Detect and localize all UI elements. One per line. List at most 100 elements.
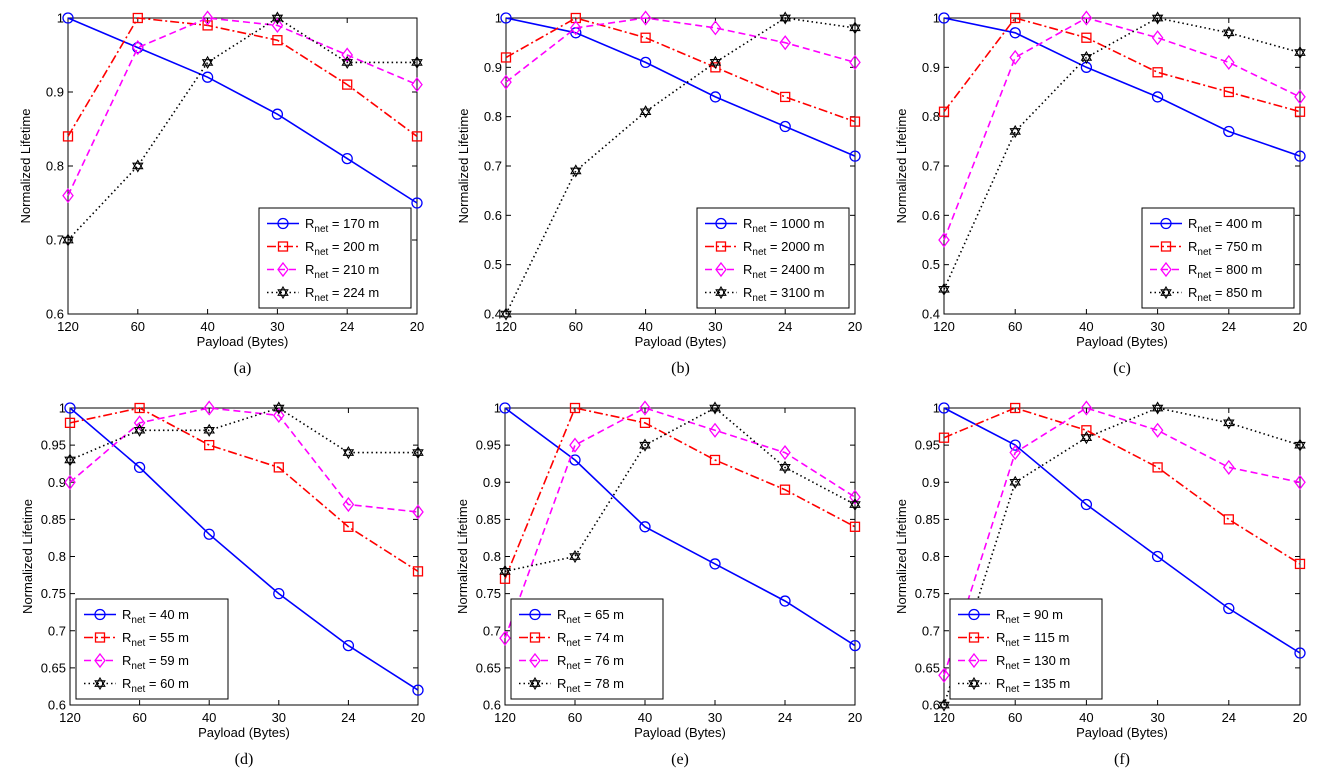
data-point-down bbox=[273, 404, 285, 415]
series-line bbox=[504, 407, 856, 647]
y-tick-label: 0.85 bbox=[41, 512, 66, 527]
data-point bbox=[411, 55, 423, 69]
data-point bbox=[273, 401, 285, 415]
data-point bbox=[849, 54, 861, 70]
legend: Rnet = 65 m Rnet = 74 m Rnet = 76 m Rnet = … bbox=[510, 598, 664, 700]
legend-marker bbox=[94, 608, 106, 621]
data-point bbox=[569, 437, 581, 453]
data-point bbox=[639, 56, 652, 69]
legend: Rnet = 1000 m Rnet = 2000 m Rnet = 2400 m R… bbox=[696, 207, 850, 309]
legend-label: Rnet = 400 m bbox=[1188, 216, 1262, 235]
data-point-up bbox=[1151, 401, 1164, 412]
x-tick-label: 30 bbox=[272, 710, 286, 725]
y-tick-label: 0.8 bbox=[484, 109, 502, 124]
legend-label: Rnet = 2400 m bbox=[743, 262, 824, 281]
data-point bbox=[1294, 647, 1306, 659]
data-point bbox=[1294, 474, 1306, 490]
series-line bbox=[505, 17, 856, 83]
data-point bbox=[709, 401, 721, 415]
data-point bbox=[1010, 402, 1021, 414]
data-point-up bbox=[639, 105, 652, 116]
panel-caption: (c) bbox=[1113, 360, 1131, 377]
y-tick-label: 1 bbox=[59, 401, 66, 416]
legend: Rnet = 90 m Rnet = 115 m Rnet = 130 m Rnet … bbox=[949, 598, 1103, 700]
series-line bbox=[67, 17, 418, 204]
data-point-up bbox=[273, 401, 285, 412]
legend-marker-down bbox=[1160, 289, 1172, 300]
series-line bbox=[67, 17, 418, 196]
data-point-up bbox=[412, 446, 424, 456]
series bbox=[938, 402, 1306, 659]
y-axis-label: Normalized Lifetime bbox=[20, 499, 35, 614]
data-point bbox=[271, 108, 284, 120]
legend-marker-up bbox=[529, 676, 541, 687]
data-point bbox=[1080, 431, 1093, 445]
data-point bbox=[938, 106, 950, 117]
data-point bbox=[1009, 27, 1021, 39]
data-point bbox=[938, 667, 950, 683]
series-line bbox=[943, 407, 1301, 654]
y-tick-label: 0.75 bbox=[41, 586, 66, 601]
legend-label: Rnet = 65 m bbox=[557, 607, 624, 626]
data-point-up bbox=[500, 307, 512, 318]
data-point bbox=[62, 188, 74, 204]
data-point-up bbox=[132, 159, 144, 170]
data-point bbox=[201, 55, 214, 69]
data-point bbox=[411, 77, 423, 93]
data-point-up bbox=[570, 164, 582, 175]
series-line bbox=[943, 17, 1301, 113]
x-tick-label: 120 bbox=[933, 710, 955, 725]
legend-label: Rnet = 59 m bbox=[122, 653, 189, 672]
legend: Rnet = 400 m Rnet = 750 m Rnet = 800 m Rnet… bbox=[1141, 207, 1295, 309]
data-point bbox=[938, 402, 950, 414]
legend-marker bbox=[529, 632, 541, 643]
legend-label: Rnet = 90 m bbox=[996, 607, 1063, 626]
data-point bbox=[412, 566, 424, 577]
data-point bbox=[938, 12, 950, 24]
x-tick-label: 24 bbox=[778, 319, 792, 334]
legend-marker bbox=[529, 608, 541, 621]
data-point bbox=[342, 639, 355, 652]
data-point-up bbox=[849, 497, 861, 508]
y-tick-label: 0.6 bbox=[48, 698, 66, 713]
panel-caption: (b) bbox=[671, 360, 690, 377]
data-point-down bbox=[569, 553, 581, 564]
data-point bbox=[570, 164, 582, 178]
series-line bbox=[943, 17, 1301, 290]
series-line bbox=[69, 407, 419, 572]
data-point-down bbox=[639, 108, 652, 119]
x-tick-label: 20 bbox=[848, 710, 862, 725]
data-point-up bbox=[1009, 124, 1021, 135]
legend-label: Rnet = 74 m bbox=[557, 630, 624, 649]
data-point-up bbox=[133, 423, 146, 434]
y-tick-label: 0.7 bbox=[483, 623, 501, 638]
panel-caption: (e) bbox=[671, 751, 689, 768]
data-point bbox=[938, 232, 950, 248]
data-point bbox=[1294, 89, 1306, 105]
y-tick-label: 0.65 bbox=[915, 660, 940, 675]
data-point bbox=[780, 91, 791, 103]
series bbox=[62, 12, 423, 209]
data-point bbox=[639, 10, 652, 26]
data-point bbox=[132, 12, 143, 24]
data-point-up bbox=[1009, 475, 1021, 486]
data-point bbox=[709, 55, 722, 69]
y-tick-label: 0.95 bbox=[915, 438, 940, 453]
data-point bbox=[1294, 45, 1306, 60]
y-tick-label: 1 bbox=[933, 11, 940, 26]
legend-marker-up bbox=[1160, 285, 1172, 296]
series bbox=[499, 400, 861, 646]
data-point bbox=[709, 91, 722, 103]
data-point bbox=[1223, 125, 1235, 138]
data-point bbox=[134, 402, 145, 414]
legend-marker bbox=[277, 285, 289, 300]
series-line bbox=[943, 407, 1301, 706]
data-point-up bbox=[779, 11, 791, 22]
x-tick-label: 24 bbox=[1222, 710, 1236, 725]
data-point bbox=[499, 564, 511, 578]
data-point-up bbox=[411, 55, 423, 66]
y-tick-label: 0.8 bbox=[48, 549, 66, 564]
data-point bbox=[500, 52, 512, 63]
data-point bbox=[1009, 475, 1021, 489]
